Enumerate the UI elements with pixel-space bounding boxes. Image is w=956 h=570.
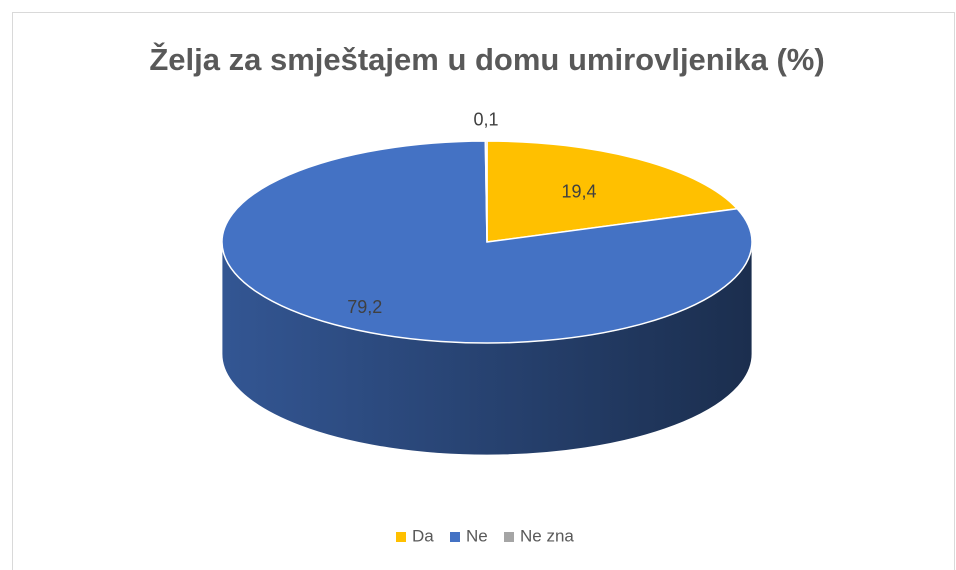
- legend-swatch: [396, 532, 406, 542]
- data-label: 79,2: [347, 297, 382, 317]
- legend-swatch: [450, 532, 460, 542]
- data-label: 19,4: [562, 181, 597, 201]
- legend-label: Ne: [466, 526, 488, 545]
- legend-label: Ne zna: [520, 526, 574, 545]
- pie-slice: [484, 140, 488, 243]
- legend-label: Da: [412, 526, 434, 545]
- data-label: 0,1: [473, 110, 498, 130]
- chart-title: Želja za smještajem u domu umirovljenika…: [149, 41, 824, 77]
- legend-swatch: [504, 532, 514, 542]
